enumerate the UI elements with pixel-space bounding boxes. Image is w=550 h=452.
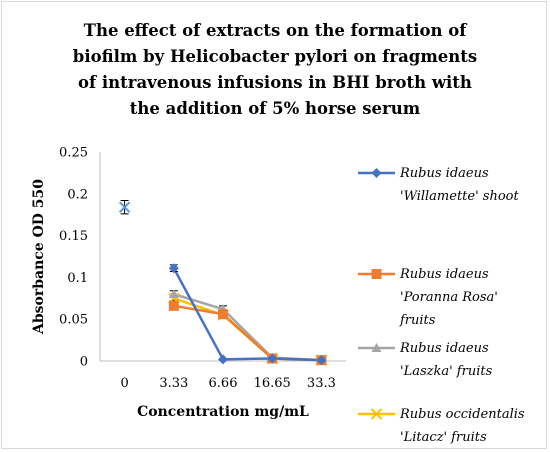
- legend-swatch-marker: [371, 269, 382, 279]
- y-axis-title: Absorbance OD 550: [31, 179, 47, 335]
- legend-entry-label: 'Willamette' shoot: [400, 189, 519, 204]
- data-point: [168, 289, 179, 299]
- legend-entry-label: Rubus idaeus: [399, 166, 489, 181]
- y-tick-label: 0.25: [59, 146, 88, 161]
- legend-entry-label: Rubus idaeus: [399, 267, 489, 282]
- x-axis-title: Concentration mg/mL: [137, 404, 309, 420]
- legend-entry-label: Rubus idaeus: [399, 341, 489, 356]
- legend-swatch-marker: [370, 408, 383, 420]
- legend-entry-label: 'Laszka' fruits: [400, 364, 493, 379]
- y-tick-label: 0: [80, 355, 88, 370]
- legend-entry-label: 'Litacz' fruits: [400, 430, 487, 445]
- legend-entry-label: 'Poranna Rosa': [400, 290, 498, 305]
- x-tick-label: 16.65: [254, 376, 291, 391]
- y-tick-label: 0.1: [67, 271, 88, 286]
- control-point: [118, 201, 131, 213]
- series-line: [172, 267, 322, 362]
- data-point: [218, 309, 228, 320]
- chart-title: The effect of extracts on the formation …: [72, 21, 478, 118]
- x-tick-label: 3.33: [159, 376, 188, 391]
- data-point: [168, 263, 179, 274]
- series-line: [173, 292, 322, 362]
- data-point: [316, 355, 327, 366]
- x-tick-label: 6.66: [209, 376, 238, 391]
- legend-entry-label: Rubus occidentalis: [399, 407, 525, 422]
- legend-entry-label: fruits: [399, 313, 436, 328]
- data-point: [168, 300, 179, 311]
- data-point: [218, 354, 228, 365]
- y-tick-label: 0.15: [59, 229, 88, 244]
- legend-swatch-marker: [371, 168, 382, 178]
- x-tick-label: 0: [120, 376, 128, 391]
- x-tick-label: 33.3: [307, 376, 336, 391]
- data-point: [267, 353, 278, 364]
- y-tick-label: 0.05: [59, 313, 88, 328]
- legend-swatch-marker: [371, 343, 382, 352]
- y-tick-label: 0.2: [67, 187, 88, 202]
